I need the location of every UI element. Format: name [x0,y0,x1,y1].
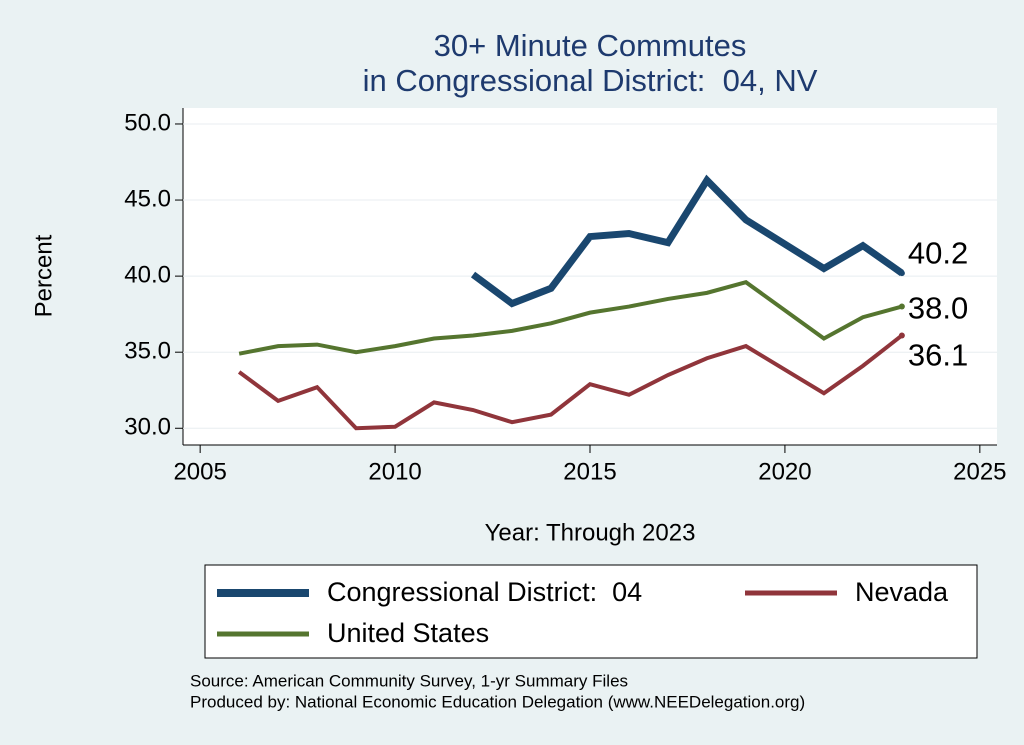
y-tick-label: 40.0 [124,261,171,288]
y-tick-label: 30.0 [124,414,171,441]
x-tick-label: 2020 [758,458,811,485]
x-axis-title: Year: Through 2023 [485,519,696,546]
x-tick-label: 2010 [368,458,421,485]
legend-label: United States [327,618,489,648]
legend-label: Nevada [855,577,949,607]
end-point [898,303,905,310]
end-point [898,270,905,277]
end-label: 40.2 [908,235,968,270]
source-note: Produced by: National Economic Education… [190,692,805,711]
legend-label: Congressional District: 04 [327,577,642,607]
end-label: 36.1 [908,338,968,373]
series-line [238,280,903,356]
y-tick-label: 35.0 [124,338,171,365]
chart-title: 30+ Minute Commutes [434,28,747,63]
series-line [237,333,904,431]
source-note: Source: American Community Survey, 1-yr … [190,671,628,690]
legend-box [204,564,978,659]
x-tick-label: 2025 [953,458,1006,485]
y-axis-title: Percent [30,234,57,317]
end-label: 38.0 [908,291,968,326]
series-line [470,174,904,308]
end-point [898,332,905,339]
y-tick-label: 45.0 [124,185,171,212]
y-tick-label: 50.0 [124,109,171,136]
x-tick-label: 2015 [563,458,616,485]
chart-title: in Congressional District: 04, NV [363,63,818,98]
x-tick-label: 2005 [173,458,226,485]
